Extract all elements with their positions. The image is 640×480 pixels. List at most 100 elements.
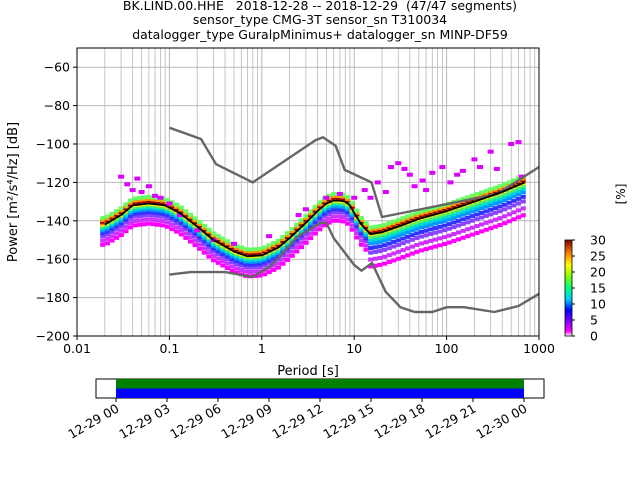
density-cell: [146, 213, 152, 218]
psd-lines: [104, 126, 539, 314]
density-cell: [206, 240, 212, 245]
density-cell: [405, 230, 411, 235]
density-cell: [280, 253, 286, 258]
density-cell: [465, 211, 471, 216]
density-cell: [368, 241, 374, 246]
density-cell: [132, 198, 138, 203]
density-cell: [137, 211, 143, 216]
density-cell: [326, 216, 332, 221]
density-cell: [317, 218, 323, 223]
density-cell: [442, 205, 448, 210]
density-cell: [345, 207, 351, 212]
density-cell: [303, 215, 309, 220]
density-cell: [289, 242, 295, 247]
density-cell-outlier: [471, 157, 478, 162]
density-cell: [137, 222, 143, 227]
density-cell: [488, 207, 494, 212]
density-cell: [178, 228, 184, 233]
density-cell: [308, 211, 314, 216]
density-cell: [451, 220, 457, 225]
density-cell: [183, 209, 189, 214]
density-cell: [363, 247, 369, 252]
density-cell: [368, 227, 374, 232]
mode-line: [104, 181, 526, 258]
density-cell: [469, 218, 475, 223]
density-cell: [331, 218, 337, 223]
density-cell: [317, 212, 323, 217]
density-cell: [206, 250, 212, 255]
density-cell: [502, 221, 508, 226]
density-cell: [349, 202, 355, 207]
density-cell: [465, 215, 471, 220]
density-cell: [104, 236, 110, 241]
density-cell: [349, 219, 355, 224]
density-cell: [238, 257, 244, 262]
density-cell: [146, 217, 152, 222]
availability-band-available: [116, 379, 524, 389]
density-cell: [474, 224, 480, 229]
density-cell: [497, 222, 503, 227]
density-cell-outlier: [454, 172, 461, 177]
density-cell: [391, 219, 397, 224]
density-cell: [238, 245, 244, 250]
density-cell: [280, 261, 286, 266]
density-cell: [150, 197, 157, 202]
density-cell: [405, 214, 411, 219]
density-cell: [308, 224, 314, 229]
density-cell: [345, 221, 351, 226]
density-cell: [478, 215, 485, 220]
density-cell: [340, 210, 346, 215]
density-cell: [492, 217, 499, 222]
density-cell-outlier: [118, 174, 125, 179]
density-cell: [280, 257, 286, 262]
density-cell: [261, 247, 268, 252]
density-cell: [201, 223, 207, 228]
density-cell: [187, 228, 194, 233]
density-cell: [437, 224, 443, 229]
density-cell: [414, 249, 420, 254]
density-cell: [391, 228, 397, 233]
density-cell: [174, 229, 180, 234]
density-cell: [400, 216, 406, 221]
density-cell: [109, 229, 115, 234]
density-cell: [266, 258, 272, 263]
density-cell: [109, 211, 115, 216]
density-cell: [100, 238, 106, 243]
density-cell: [118, 208, 124, 213]
density-cell: [127, 200, 134, 205]
density-cell: [446, 217, 452, 222]
density-cell: [303, 240, 309, 245]
density-cell: [354, 235, 360, 240]
density-cell: [141, 207, 147, 212]
density-cell: [372, 263, 378, 268]
density-cell: [215, 236, 221, 241]
density-cell: [280, 235, 286, 240]
density-cell: [132, 196, 138, 201]
density-cell: [321, 198, 328, 203]
density-cell: [197, 238, 203, 243]
density-cell: [192, 243, 198, 248]
density-cell: [192, 231, 198, 236]
density-cell: [502, 198, 508, 203]
density-cell: [405, 223, 411, 228]
density-cell: [492, 224, 499, 229]
density-cell: [437, 229, 443, 234]
density-cell: [294, 240, 300, 245]
density-cell: [414, 223, 420, 228]
density-cell-outlier: [157, 195, 164, 200]
density-cell: [312, 219, 318, 224]
density-cell: [511, 217, 517, 222]
density-cell: [386, 260, 392, 265]
density-cell: [432, 230, 438, 235]
density-cell: [271, 243, 277, 248]
density-cell: [386, 241, 392, 246]
density-cell: [238, 247, 244, 252]
density-cell: [109, 224, 115, 229]
density-cell: [123, 202, 129, 207]
density-cell: [395, 219, 402, 224]
density-cell: [460, 217, 466, 222]
density-cell: [497, 216, 503, 221]
density-cell: [423, 228, 429, 233]
